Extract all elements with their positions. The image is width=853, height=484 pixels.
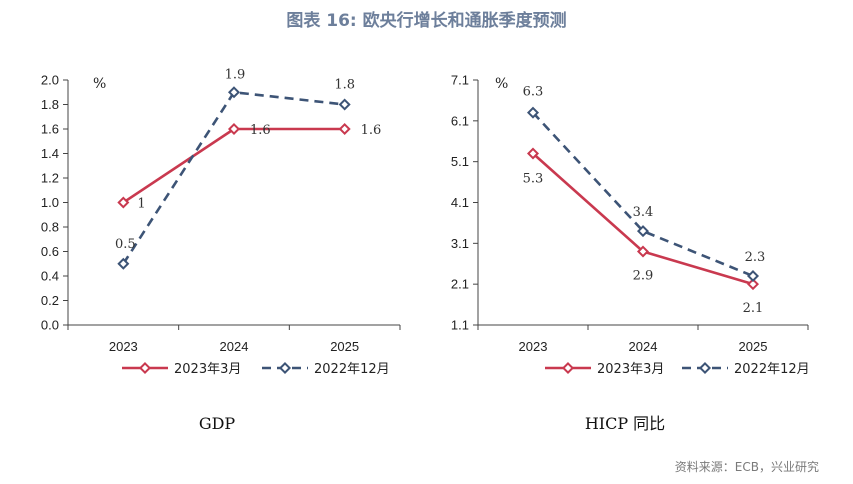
y-tick-label: 5.1 [451,154,469,169]
data-label: 1.9 [225,67,246,82]
gdp-chart: 0.0 0.2 0.4 0.6 0.8 1.0 1.2 1.4 1.6 1.8 2.0 2023 202… [41,67,401,433]
data-label: 1.8 [334,78,355,93]
data-label: 2.1 [743,301,764,316]
data-point-marker [746,278,760,291]
figure-title: 图表 16: 欧央行增长和通胀季度预测 [286,11,567,31]
data-label: 3.4 [633,205,654,220]
series-line-2023-mar [122,127,345,204]
x-tick-label: 2024 [220,339,249,354]
hicp-chart: 1.1 2.1 3.1 4.1 5.1 6.1 7.1 2023 2024 2025% 5.3 2.9… [451,73,810,434]
y-tick-label: 0.4 [41,269,59,284]
y-tick-label: 3.1 [451,236,469,251]
y-tick-label: 1.6 [41,122,59,137]
legend-marker [698,361,712,375]
y-unit-label: % [495,76,508,92]
data-label: 1.6 [361,123,382,138]
x-tick-label: 2024 [629,339,658,354]
source-note: 资料来源：ECB，兴业研究 [674,460,819,474]
data-label: 5.3 [523,172,544,187]
y-tick-label: 2.1 [451,277,469,292]
data-label: 1.6 [250,123,271,138]
legend-label: 2023年3月 [174,362,241,377]
y-tick-label: 0.8 [41,220,59,235]
y-tick-label: 4.1 [451,195,469,210]
series-line-2022-dec [122,90,345,265]
y-tick-label: 6.1 [451,113,469,128]
data-point-marker [117,196,130,209]
y-tick-label: 1.8 [41,97,59,112]
data-point-marker [526,106,540,119]
series-line-2022-dec [532,111,754,278]
y-unit-label: % [93,76,106,92]
y-tick-label: 2.0 [41,73,59,88]
x-tick-label: 2025 [739,339,768,354]
chart-caption: GDP [199,414,236,433]
legend-label: 2023年3月 [597,362,664,377]
y-tick-label: 0.2 [41,293,59,308]
y-tick-label: 0.0 [41,318,59,333]
data-point-marker [338,122,351,136]
data-label: 0.5 [115,237,136,252]
data-label: 1 [137,197,145,212]
legend-label: 2022年12月 [734,362,810,377]
data-label: 2.3 [745,250,766,265]
data-label: 6.3 [523,85,544,100]
chart-caption: HICP 同比 [585,414,665,433]
data-point-marker [636,225,650,238]
x-tick-label: 2025 [330,339,359,354]
x-tick-label: 2023 [519,339,548,354]
data-point-marker [227,86,241,99]
legend-marker [278,361,292,375]
y-tick-label: 1.0 [41,195,59,210]
legend-marker [138,361,152,375]
y-tick-label: 1.1 [451,318,469,333]
data-point-marker [526,147,540,160]
y-tick-label: 1.2 [41,171,59,186]
y-tick-label: 7.1 [451,73,469,88]
data-point-marker [746,269,760,283]
data-point-marker [338,98,351,111]
data-label: 2.9 [633,269,654,284]
legend-marker [561,361,575,375]
x-tick-label: 2023 [109,339,138,354]
data-point-marker [227,122,241,136]
data-point-marker [117,257,130,270]
y-tick-label: 1.4 [41,146,59,161]
data-point-marker [636,245,650,258]
y-tick-label: 0.6 [41,244,59,259]
legend-label: 2022年12月 [314,362,390,377]
